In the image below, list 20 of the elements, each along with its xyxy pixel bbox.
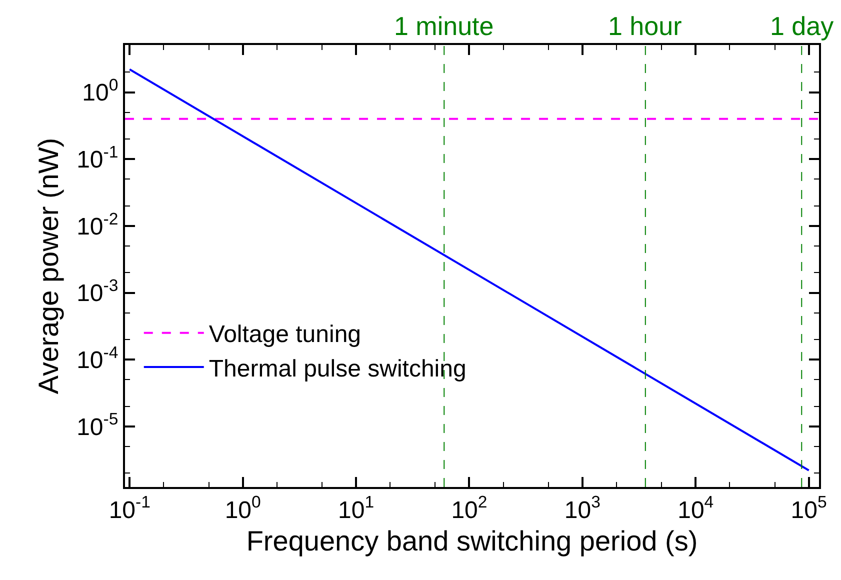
x-axis-title: Frequency band switching period (s)	[246, 525, 698, 556]
legend-label: Voltage tuning	[208, 321, 362, 348]
x-tick-label: 10$^{4}$	[678, 492, 714, 524]
ref-line-label: 1 hour	[608, 11, 682, 41]
x-tick-label: 10$^{3}$	[564, 492, 600, 524]
x-tick-label: 10$^{2}$	[451, 492, 488, 524]
y-tick-label: 10$^{-4}$	[76, 342, 118, 374]
ref-line-label: 1 minute	[394, 11, 494, 41]
y-tick-label: 10$^{-5}$	[76, 410, 118, 441]
x-tick-label: 10$^{5}$	[790, 492, 827, 524]
x-tick-label: 10$^{1}$	[338, 492, 374, 524]
x-tick-label: 10$^{0}$	[224, 492, 261, 524]
y-tick-label: 10$^{-1}$	[76, 142, 118, 174]
y-tick-label: 10$^{-2}$	[76, 209, 118, 240]
ref-line-label: 1 day	[770, 11, 834, 41]
x-tick-label: 10$^{-1}$	[108, 492, 150, 524]
y-tick-label: 10$^{0}$	[82, 76, 118, 107]
legend-label: Thermal pulse switching	[208, 355, 466, 382]
y-axis-title: Average power (nW)	[32, 138, 64, 394]
y-tick-label: 10$^{-3}$	[76, 276, 118, 308]
